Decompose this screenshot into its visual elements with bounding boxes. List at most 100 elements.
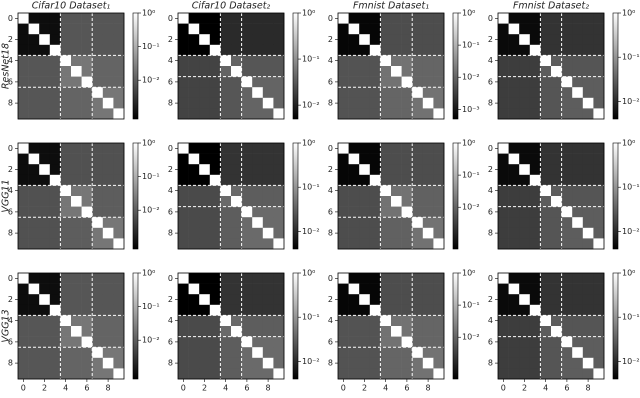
heatmap-cell: [412, 143, 424, 154]
heatmap-cell: [582, 304, 594, 316]
heatmap-cell: [81, 217, 93, 229]
heatmap-cell: [199, 143, 211, 154]
heatmap-panel: 0 2 4 6 8 10⁰ 10⁻¹ 10⁻²: [328, 139, 480, 250]
colorbar-tick-label: 10⁰: [462, 9, 475, 18]
heatmap-cell: [252, 87, 264, 99]
heatmap-cell: [188, 283, 200, 295]
heatmap-cell: [39, 273, 51, 284]
heatmap-cell: [338, 44, 349, 56]
heatmap-cell: [220, 108, 232, 120]
heatmap-cell: [391, 185, 402, 197]
heatmap-cell: [422, 315, 434, 327]
heatmap-cell: [498, 87, 509, 99]
heatmap-cell: [572, 55, 584, 67]
heatmap-cell: [71, 357, 82, 369]
heatmap-cell: [519, 283, 531, 295]
heatmap-cell: [102, 326, 114, 337]
heatmap-cell: [60, 227, 72, 239]
heatmap-cell: [92, 357, 104, 369]
heatmap-cell: [380, 55, 392, 67]
heatmap-cell: [369, 23, 381, 35]
heatmap-cell: [178, 66, 189, 77]
heatmap-cell: [18, 294, 29, 306]
heatmap-cell: [572, 283, 584, 295]
heatmap-cell: [529, 304, 541, 316]
heatmap-cell: [220, 66, 232, 77]
colorbar-tick-label: 10⁻²: [142, 206, 160, 215]
heatmap-cell: [28, 227, 40, 239]
heatmap-cell: [81, 23, 93, 35]
heatmap-cell: [380, 13, 392, 24]
heatmap-cell: [422, 108, 434, 120]
plot-frame: [337, 12, 445, 120]
heatmap-cell: [561, 326, 573, 337]
heatmap-cell: [561, 66, 573, 77]
heatmap-cell: [359, 34, 371, 46]
heatmap-cell: [188, 206, 200, 218]
heatmap-cell: [262, 66, 274, 77]
heatmap-cell: [220, 273, 232, 284]
heatmap-cell: [102, 217, 114, 229]
heatmap-cell: [92, 97, 104, 109]
heatmap-cell: [401, 206, 413, 218]
heatmap-cell: [39, 23, 51, 35]
heatmap-cell: [508, 153, 520, 165]
heatmap-cell: [241, 34, 253, 46]
heatmap-cell: [508, 315, 520, 327]
heatmap-cell: [252, 304, 264, 316]
heatmap-cell: [113, 315, 125, 327]
heatmap-cell: [519, 87, 531, 99]
heatmap-cell: [593, 196, 605, 207]
heatmap-cell: [540, 326, 552, 337]
y-tick-label: 4: [328, 186, 333, 195]
heatmap-cell: [572, 164, 584, 176]
colorbar-tick-label: 10⁻²: [622, 227, 640, 236]
heatmap-cell: [572, 336, 584, 348]
heatmap-cell: [231, 87, 242, 99]
heatmap-cell: [412, 13, 424, 24]
heatmap-cell: [49, 196, 61, 207]
heatmap-cell: [178, 174, 189, 186]
heatmap-cell: [178, 336, 189, 348]
heatmap-cell: [551, 13, 562, 24]
heatmap-cell: [28, 66, 40, 77]
heatmap-cell: [540, 196, 552, 207]
heatmap-cell: [102, 66, 114, 77]
heatmap-cell: [252, 23, 264, 35]
colorbar: [292, 142, 299, 250]
heatmap-cell: [199, 196, 211, 207]
heatmap-cell: [391, 44, 402, 56]
heatmap-cell: [359, 76, 371, 88]
heatmap-cell: [220, 97, 232, 109]
heatmap-cell: [412, 238, 424, 250]
heatmap-cell: [529, 206, 541, 218]
heatmap-cell: [433, 174, 445, 186]
heatmap-cell: [199, 227, 211, 239]
heatmap-cell: [433, 368, 445, 380]
y-tick-label: 6: [328, 77, 333, 86]
heatmap-cell: [391, 357, 402, 369]
heatmap-cell: [28, 238, 40, 250]
heatmap-cell: [102, 336, 114, 348]
heatmap-cell: [18, 153, 29, 165]
heatmap-cell: [529, 164, 541, 176]
heatmap-cell: [380, 87, 392, 99]
heatmap-cell: [572, 44, 584, 56]
panel-title: Fmnist Dataset₂: [513, 1, 589, 12]
heatmap-cell: [338, 283, 349, 295]
x-tick-label: 0: [181, 384, 186, 393]
heatmap-cell: [422, 66, 434, 77]
heatmap-cell: [551, 44, 562, 56]
heatmap-cell: [60, 143, 72, 154]
heatmap-cell: [412, 23, 424, 35]
colorbar-tick-label: 10⁻²: [462, 333, 480, 342]
heatmap-cell: [28, 217, 40, 229]
heatmap-cell: [28, 273, 40, 284]
heatmap-cell: [422, 294, 434, 306]
heatmap-cell: [209, 66, 221, 77]
heatmap-cell: [582, 23, 594, 35]
heatmap-cell: [593, 206, 605, 218]
heatmap-cell: [529, 87, 541, 99]
heatmap-cell: [572, 34, 584, 46]
heatmap-cell: [561, 23, 573, 35]
